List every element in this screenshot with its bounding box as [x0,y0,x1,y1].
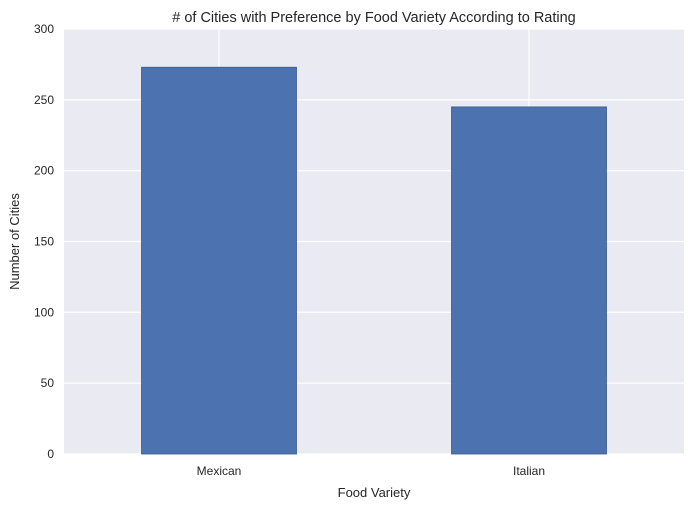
y-tick-label: 200 [34,164,54,178]
chart-title: # of Cities with Preference by Food Vari… [172,10,576,26]
y-tick-label: 300 [34,22,54,36]
y-tick-label: 100 [34,305,54,319]
bar-italian [451,106,607,455]
x-axis-label: Food Variety [338,485,411,500]
bars [141,66,607,455]
y-tick-label: 250 [34,93,54,107]
y-tick-label: 0 [47,447,54,461]
x-tick-label: Mexican [197,464,242,478]
bar-mexican [141,66,297,455]
y-tick-label: 50 [41,376,55,390]
x-tick-labels: Mexican Italian [197,464,545,478]
x-tick-label: Italian [513,464,545,478]
y-tick-label: 150 [34,235,54,249]
y-axis-label: Number of Cities [7,193,22,290]
y-tick-labels: 0 50 100 150 200 250 300 [34,22,54,461]
